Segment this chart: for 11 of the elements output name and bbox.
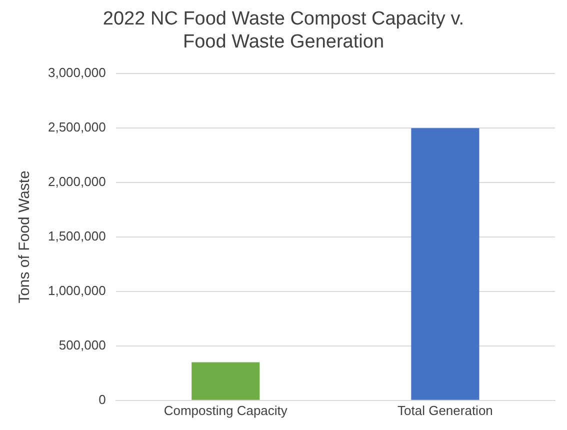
x-tick-label: Composting Capacity (164, 402, 288, 418)
y-tick-label: 1,000,000 (48, 283, 106, 298)
y-tick-label: 3,000,000 (48, 65, 106, 80)
x-tick-label: Total Generation (398, 402, 493, 418)
y-tick-label: 1,500,000 (48, 228, 106, 244)
y-axis-title: Tons of Food Waste (16, 170, 34, 304)
y-tick-label: 500,000 (58, 338, 106, 353)
y-tick-label: 2,000,000 (48, 174, 106, 190)
y-tick-label: 0 (98, 392, 106, 407)
chart-title: 2022 NC Food Waste Compost Capacity v. Food Waste Generation (102, 8, 464, 52)
y-tick-label: 2,500,000 (48, 120, 106, 135)
